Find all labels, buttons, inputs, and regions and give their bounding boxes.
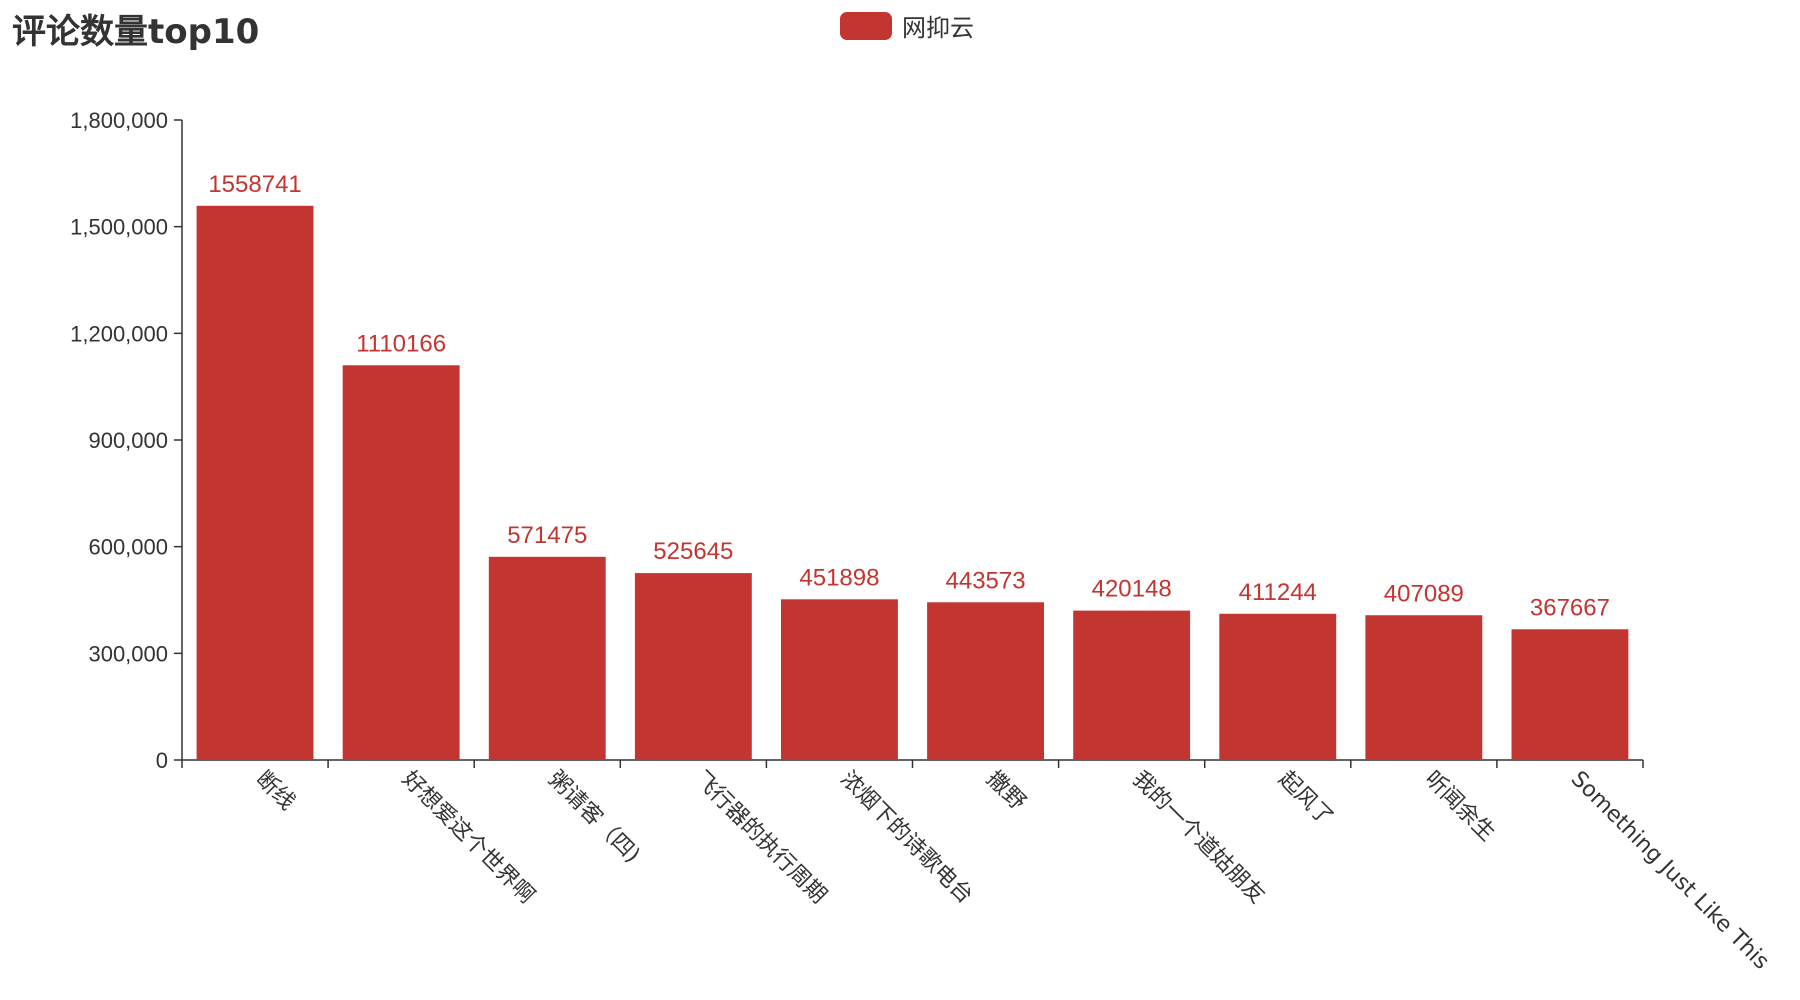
y-tick-label: 300,000 (88, 641, 168, 666)
legend[interactable]: 网抑云 (840, 8, 974, 43)
bar (1365, 615, 1483, 760)
data-label: 451898 (799, 564, 879, 591)
y-tick-label: 0 (156, 748, 168, 773)
data-label: 367667 (1530, 594, 1610, 621)
y-tick-label: 1,500,000 (70, 215, 168, 240)
axes: 0 300,000 600,000 900,000 1,200,000 1,500,000… (70, 108, 1774, 975)
y-tick-label: 600,000 (88, 535, 168, 560)
data-label: 407089 (1384, 580, 1464, 607)
bar (1073, 610, 1191, 760)
data-label: 525645 (653, 538, 733, 565)
x-category-label: 起风了 (1274, 767, 1338, 831)
bar (1219, 613, 1337, 760)
legend-label[interactable]: 网抑云 (902, 14, 974, 42)
bars (196, 205, 1629, 760)
bar (488, 556, 606, 760)
x-category-label: Something Just Like This (1566, 767, 1774, 975)
y-tick-label: 900,000 (88, 428, 168, 453)
bar (781, 599, 898, 760)
y-tick-label: 1,200,000 (70, 321, 168, 346)
x-category-label: 飞行器的执行周期 (689, 767, 831, 909)
data-label: 443573 (946, 567, 1026, 594)
x-category-label: 撒野 (981, 767, 1030, 816)
x-category-label: 听闻余生 (1420, 767, 1500, 847)
bar (1511, 629, 1629, 760)
x-category-label: 好想爱这个世界啊 (397, 767, 539, 909)
x-category-label: 浓烟下的诗歌电台 (835, 767, 977, 909)
bar (196, 205, 314, 760)
data-labels: 1558741 1110166 571475 525645 451898 443573 42… (208, 171, 1610, 621)
data-label: 571475 (507, 522, 587, 549)
bar (927, 602, 1044, 760)
x-category-label: 断线 (251, 767, 300, 816)
x-category-label: 我的一个道姑朋友 (1127, 767, 1269, 909)
x-category-label: 粥请客（四) (543, 767, 645, 869)
bar (342, 365, 460, 760)
data-label: 411244 (1239, 579, 1317, 606)
legend-swatch[interactable] (840, 11, 892, 40)
y-tick-label: 1,800,000 (70, 108, 168, 133)
data-label: 1558741 (208, 171, 301, 198)
bar (634, 573, 752, 760)
data-label: 420148 (1092, 576, 1172, 603)
data-label: 1110166 (356, 330, 446, 357)
chart-title: 评论数量top10 (12, 12, 260, 52)
